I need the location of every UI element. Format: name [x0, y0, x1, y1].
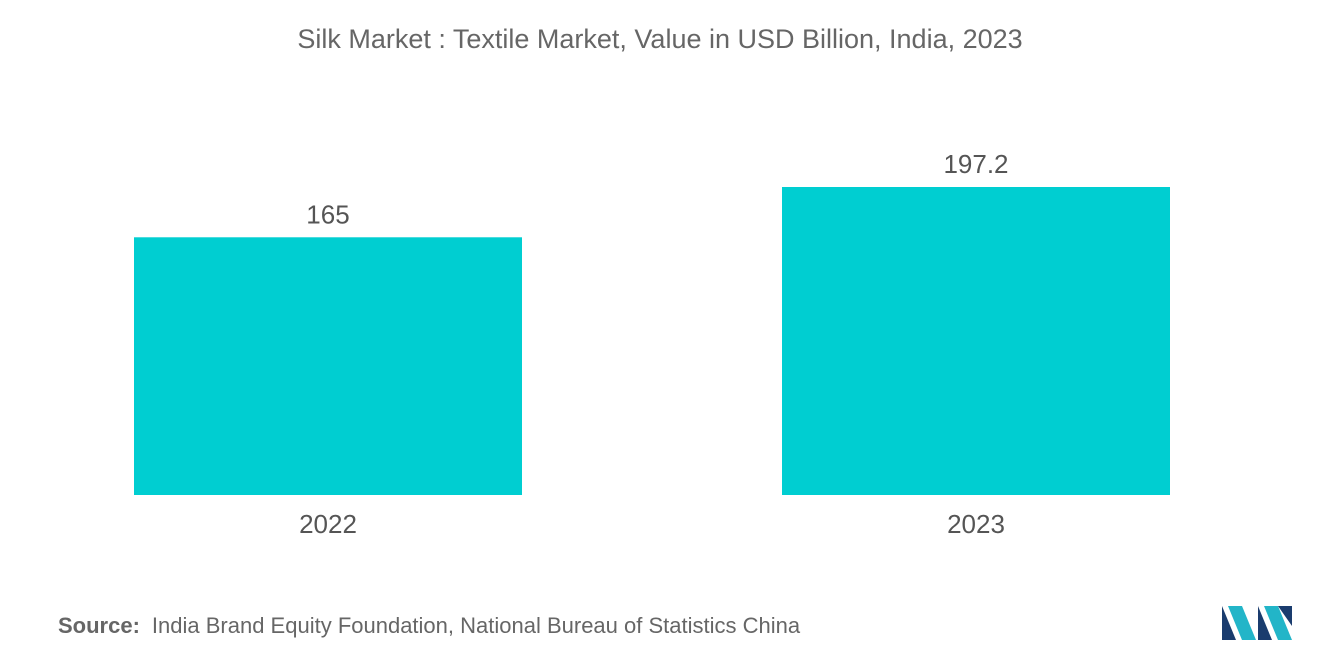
bars-layer	[134, 187, 1170, 495]
source-note: Source: India Brand Equity Foundation, Na…	[58, 613, 800, 639]
source-label: Source:	[58, 613, 140, 638]
labels-layer: 165 2022 197.2 2023	[299, 149, 1008, 539]
value-label-2023: 197.2	[943, 149, 1008, 179]
bar-2023	[782, 187, 1170, 495]
category-label-2023: 2023	[947, 509, 1005, 539]
chart-title: Silk Market : Textile Market, Value in U…	[297, 24, 1023, 54]
bar-2022	[134, 237, 522, 495]
category-label-2022: 2022	[299, 509, 357, 539]
mordor-intelligence-logo-icon	[1222, 606, 1292, 640]
value-label-2022: 165	[306, 199, 349, 229]
source-text: India Brand Equity Foundation, National …	[151, 613, 801, 638]
